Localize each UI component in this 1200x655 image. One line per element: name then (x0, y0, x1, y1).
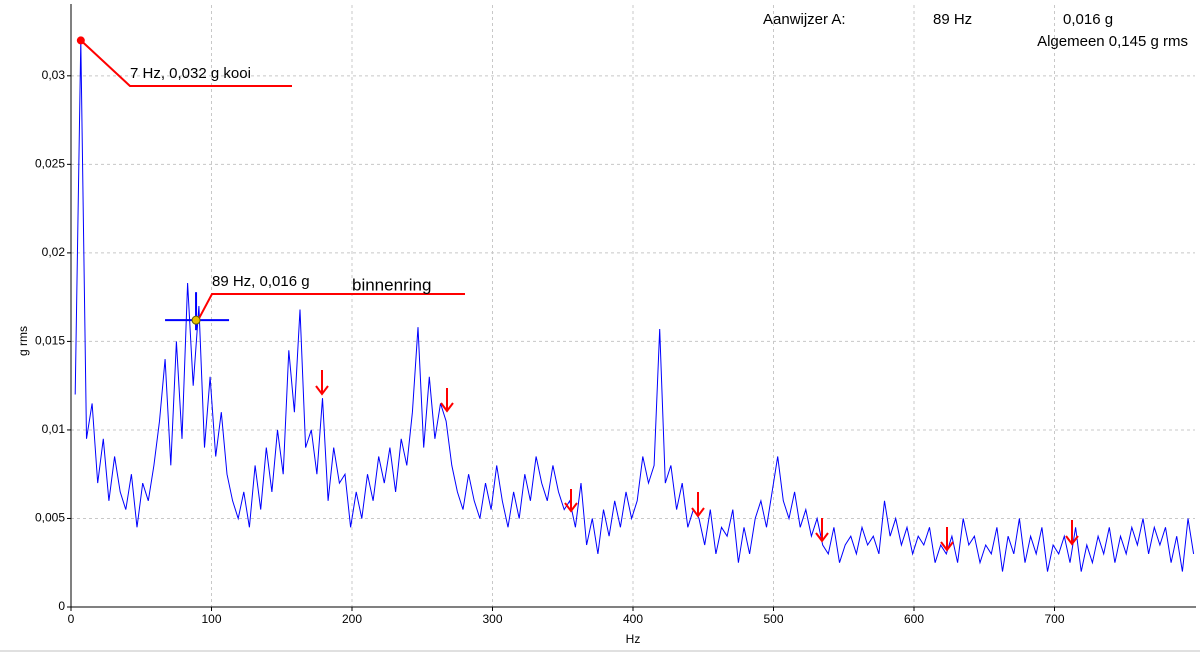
arrow (315, 370, 329, 396)
x-tick-label: 200 (342, 612, 362, 626)
x-tick-label: 100 (201, 612, 221, 626)
y-tick-label: 0,02 (42, 245, 66, 259)
annotation-note: binnenring (352, 275, 431, 294)
arrow (815, 518, 829, 543)
annotation-point (76, 36, 85, 45)
arrow (1065, 520, 1079, 546)
x-tick-label: 0 (68, 612, 75, 626)
arrow (691, 492, 705, 518)
x-tick-label: 600 (904, 612, 924, 626)
grid: 0 100 200 300 400 500 600 700 0 0,005 0,01 0,015 0,0… (35, 5, 1195, 626)
spectrum-line (74, 40, 1195, 572)
y-tick-label: 0,005 (35, 511, 65, 525)
cursor-freq: 89 Hz (933, 11, 972, 28)
x-tick-label: 700 (1044, 612, 1064, 626)
y-axis-label: g rms (16, 326, 30, 356)
annotation-point (191, 315, 201, 325)
arrow (564, 489, 578, 513)
cursor-label: Aanwijzer A: (763, 11, 846, 28)
annotation-label: 89 Hz, 0,016 g (212, 273, 310, 290)
cursor-amp: 0,016 g (1063, 11, 1113, 28)
overall: Algemeen 0,145 g rms (1037, 33, 1188, 50)
y-tick-label: 0,015 (35, 334, 65, 348)
plot (74, 40, 1195, 572)
annotation-leader (197, 293, 465, 321)
y-tick-label: 0 (58, 599, 65, 613)
arrow (440, 388, 454, 413)
annotations: 7 Hz, 0,032 g kooi 89 Hz, 0,016 g binnenri… (76, 36, 465, 331)
x-tick-label: 400 (623, 612, 643, 626)
y-tick-label: 0,03 (42, 68, 66, 82)
arrow (940, 527, 954, 552)
annotation-label: 7 Hz, 0,032 g kooi (130, 65, 251, 82)
y-tick-label: 0,025 (35, 157, 65, 171)
annotation-leader (80, 39, 292, 87)
x-tick-label: 300 (482, 612, 502, 626)
x-tick-label: 500 (763, 612, 783, 626)
x-axis-label: Hz (626, 632, 641, 646)
harmonic-arrows (315, 370, 1079, 552)
y-tick-label: 0,01 (42, 422, 66, 436)
